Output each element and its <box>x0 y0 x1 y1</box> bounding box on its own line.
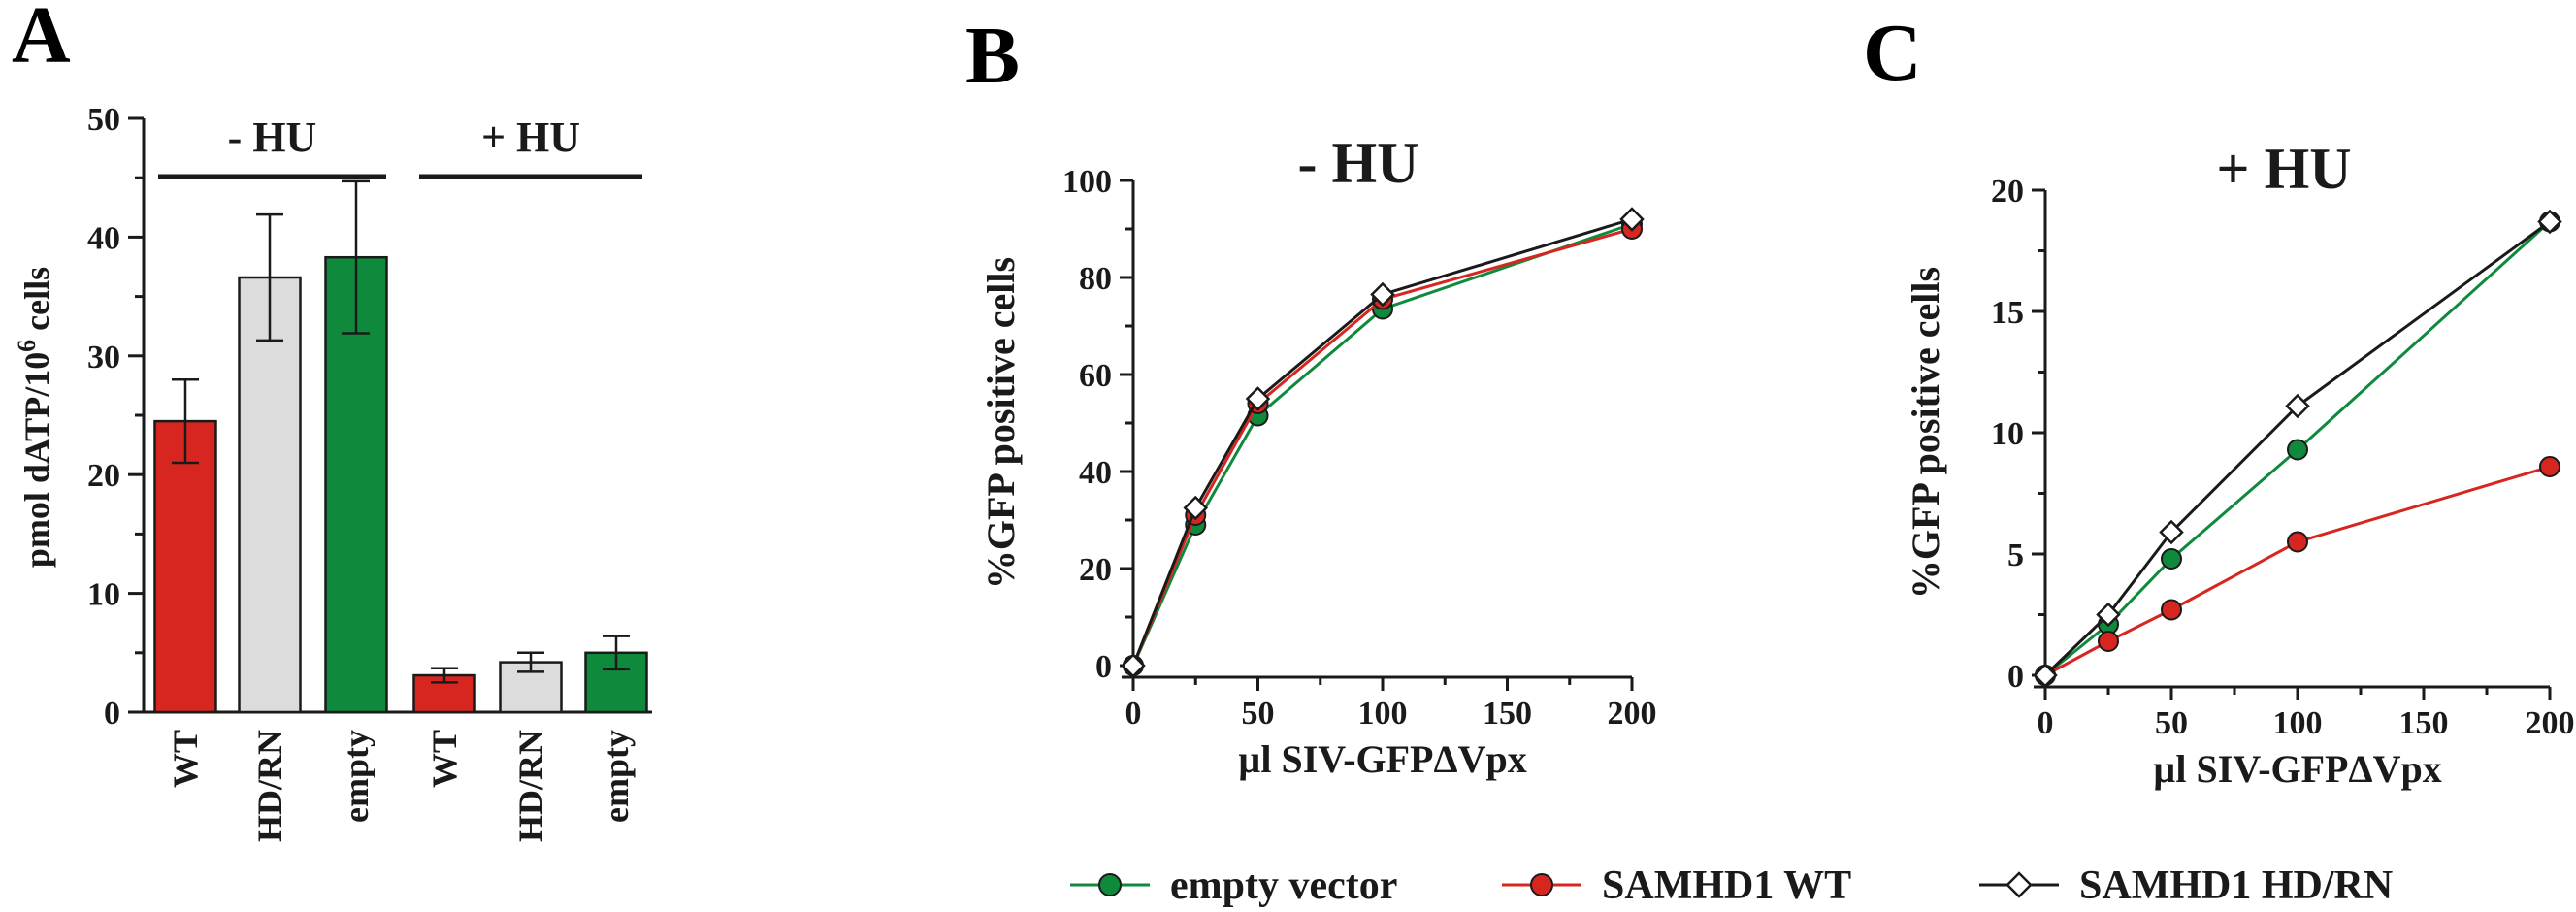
y-axis-label-a: pmol dATP/106 cells <box>13 267 56 568</box>
y-tick-label-a: 0 <box>104 696 120 732</box>
group-label-minus-hu: - HU <box>228 114 317 161</box>
data-point-b-2 <box>1183 495 1209 521</box>
x-category-label-a: HD/RN <box>250 730 289 842</box>
y-tick-label-a: 40 <box>87 220 120 256</box>
data-point-c-2 <box>2159 519 2184 545</box>
x-tick-label-c: 200 <box>2526 705 2575 741</box>
y-tick-label-c: 10 <box>1991 416 2024 452</box>
data-point-c-1 <box>2161 599 2182 621</box>
x-category-label-a: WT <box>166 730 205 788</box>
y-tick-label-a: 30 <box>87 340 120 375</box>
data-point-c-0 <box>2161 548 2182 570</box>
y-tick-label-b: 100 <box>1062 164 1112 200</box>
x-category-label-a: empty <box>597 730 636 823</box>
data-point-c-0 <box>2287 439 2308 461</box>
x-tick-label-b: 200 <box>1608 696 1657 732</box>
bar-minus-hu-hdrn <box>238 276 302 714</box>
group-label-plus-hu: + HU <box>481 114 580 161</box>
x-tick-label-c: 150 <box>2399 705 2449 741</box>
x-tick-label-b: 0 <box>1125 696 1142 732</box>
x-category-label-a: WT <box>425 730 464 788</box>
data-point-c-1 <box>2098 631 2119 652</box>
x-tick-label-c: 0 <box>2038 705 2054 741</box>
x-tick-label-c: 50 <box>2155 705 2188 741</box>
y-tick-label-b: 80 <box>1079 261 1112 297</box>
y-tick-label-c: 0 <box>2007 659 2024 695</box>
bar-minus-hu-wt <box>153 419 217 714</box>
data-point-c-1 <box>2539 456 2560 477</box>
y-tick-label-b: 60 <box>1079 358 1112 394</box>
data-point-c-2 <box>2537 209 2562 235</box>
panel-letter-b: B <box>965 11 1020 101</box>
legend-marker <box>1530 873 1553 896</box>
y-tick-label-c: 5 <box>2007 537 2024 573</box>
data-point-c-2 <box>2096 602 2121 628</box>
data-point-b-2 <box>1121 653 1146 678</box>
series-line-c-1 <box>2044 465 2551 677</box>
y-tick-label-a: 20 <box>87 458 120 494</box>
y-tick-label-a: 10 <box>87 577 120 613</box>
y-axis-label-a-sup: 6 <box>13 340 41 352</box>
x-tick-label-b: 100 <box>1358 696 1408 732</box>
y-tick-label-c: 20 <box>1991 174 2024 210</box>
x-tick-label-b: 50 <box>1242 696 1275 732</box>
y-tick-label-b: 20 <box>1079 552 1112 588</box>
legend-label: SAMHD1 WT <box>1602 863 1851 908</box>
chart-title-c: + HU <box>2216 137 2351 201</box>
x-category-label-a: HD/RN <box>511 730 550 842</box>
x-axis-label-b: µl SIV-GFPΔVpx <box>1238 737 1526 781</box>
data-point-c-2 <box>2033 663 2058 688</box>
x-axis-label-c: µl SIV-GFPΔVpx <box>2153 747 2441 791</box>
legend-marker <box>1098 873 1122 896</box>
data-point-b-2 <box>1619 207 1645 232</box>
x-category-label-a: empty <box>337 730 375 823</box>
data-point-b-2 <box>1370 281 1395 308</box>
y-tick-label-a: 50 <box>87 102 120 138</box>
legend-label: empty vector <box>1170 863 1397 908</box>
y-axis-label-a-suffix: cells <box>17 267 56 340</box>
y-tick-label-b: 0 <box>1095 649 1112 685</box>
legend: empty vector SAMHD1 WT SAMHD1 HD/RN <box>1070 863 2393 908</box>
bar-chart-a: 0 10 20 30 40 50 pmol dATP/106 cells WT HD/RN emp… <box>13 102 652 842</box>
y-tick-label-c: 15 <box>1991 295 2024 331</box>
data-point-c-1 <box>2287 531 2308 553</box>
y-tick-label-b: 40 <box>1079 455 1112 491</box>
data-point-c-2 <box>2285 393 2310 419</box>
x-tick-label-b: 150 <box>1483 696 1532 732</box>
y-axis-label-a-main: pmol dATP/10 <box>17 352 56 568</box>
y-axis-label-b: %GFP positive cells <box>979 257 1023 589</box>
data-point-b-2 <box>1245 386 1271 411</box>
chart-title-b: - HU <box>1298 131 1419 195</box>
legend-marker <box>2005 871 2033 898</box>
y-axis-label-c: %GFP positive cells <box>1904 267 1947 599</box>
panel-letter-a: A <box>12 0 71 81</box>
panel-letter-c: C <box>1863 8 1922 98</box>
x-tick-label-c: 100 <box>2273 705 2323 741</box>
line-chart-b: 0 20 40 60 80 100 0 50 100 150 200 - HU µl SIV-GFPΔV… <box>979 131 1657 781</box>
legend-label: SAMHD1 HD/RN <box>2079 863 2393 908</box>
